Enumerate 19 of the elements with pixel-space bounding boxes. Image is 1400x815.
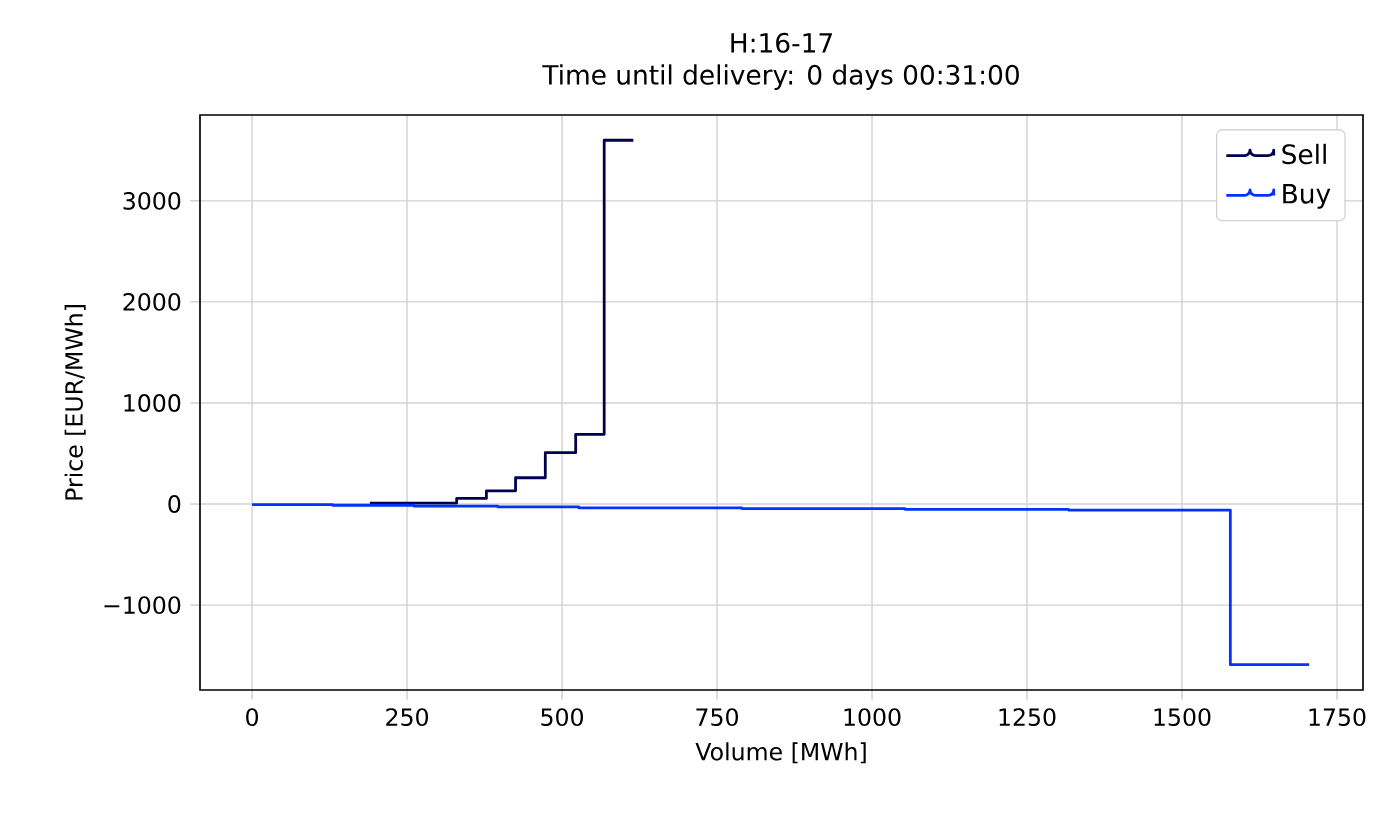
y-tick-label: 0 xyxy=(168,495,181,513)
y-tick-label: 3000 xyxy=(123,191,181,210)
legend-label: Buy xyxy=(1283,184,1331,209)
y-tick-label: 1000 xyxy=(124,394,181,412)
chart-title: H:16-17 xyxy=(731,32,832,53)
x-tick-label: 1000 xyxy=(844,708,901,726)
x-tick-label: 500 xyxy=(541,708,583,726)
x-tick-label: 1750 xyxy=(1309,708,1366,726)
y-tick-label: 2000 xyxy=(123,293,181,311)
y-axis-title: Price [EUR/MWh] xyxy=(64,305,86,500)
x-tick-label: 0 xyxy=(246,708,259,726)
x-tick-label: 1500 xyxy=(1154,708,1211,726)
x-tick-label: 1250 xyxy=(999,708,1056,726)
chart-subtitle: Time until delivery: 0 days 00:31:00 xyxy=(542,64,1019,90)
y-tick-label: −1000 xyxy=(104,596,181,615)
x-axis-title: Volume [MWh] xyxy=(695,742,866,764)
x-tick-label: 250 xyxy=(386,708,429,726)
x-tick-label: 750 xyxy=(696,708,738,726)
legend-label: Sell xyxy=(1282,143,1326,165)
